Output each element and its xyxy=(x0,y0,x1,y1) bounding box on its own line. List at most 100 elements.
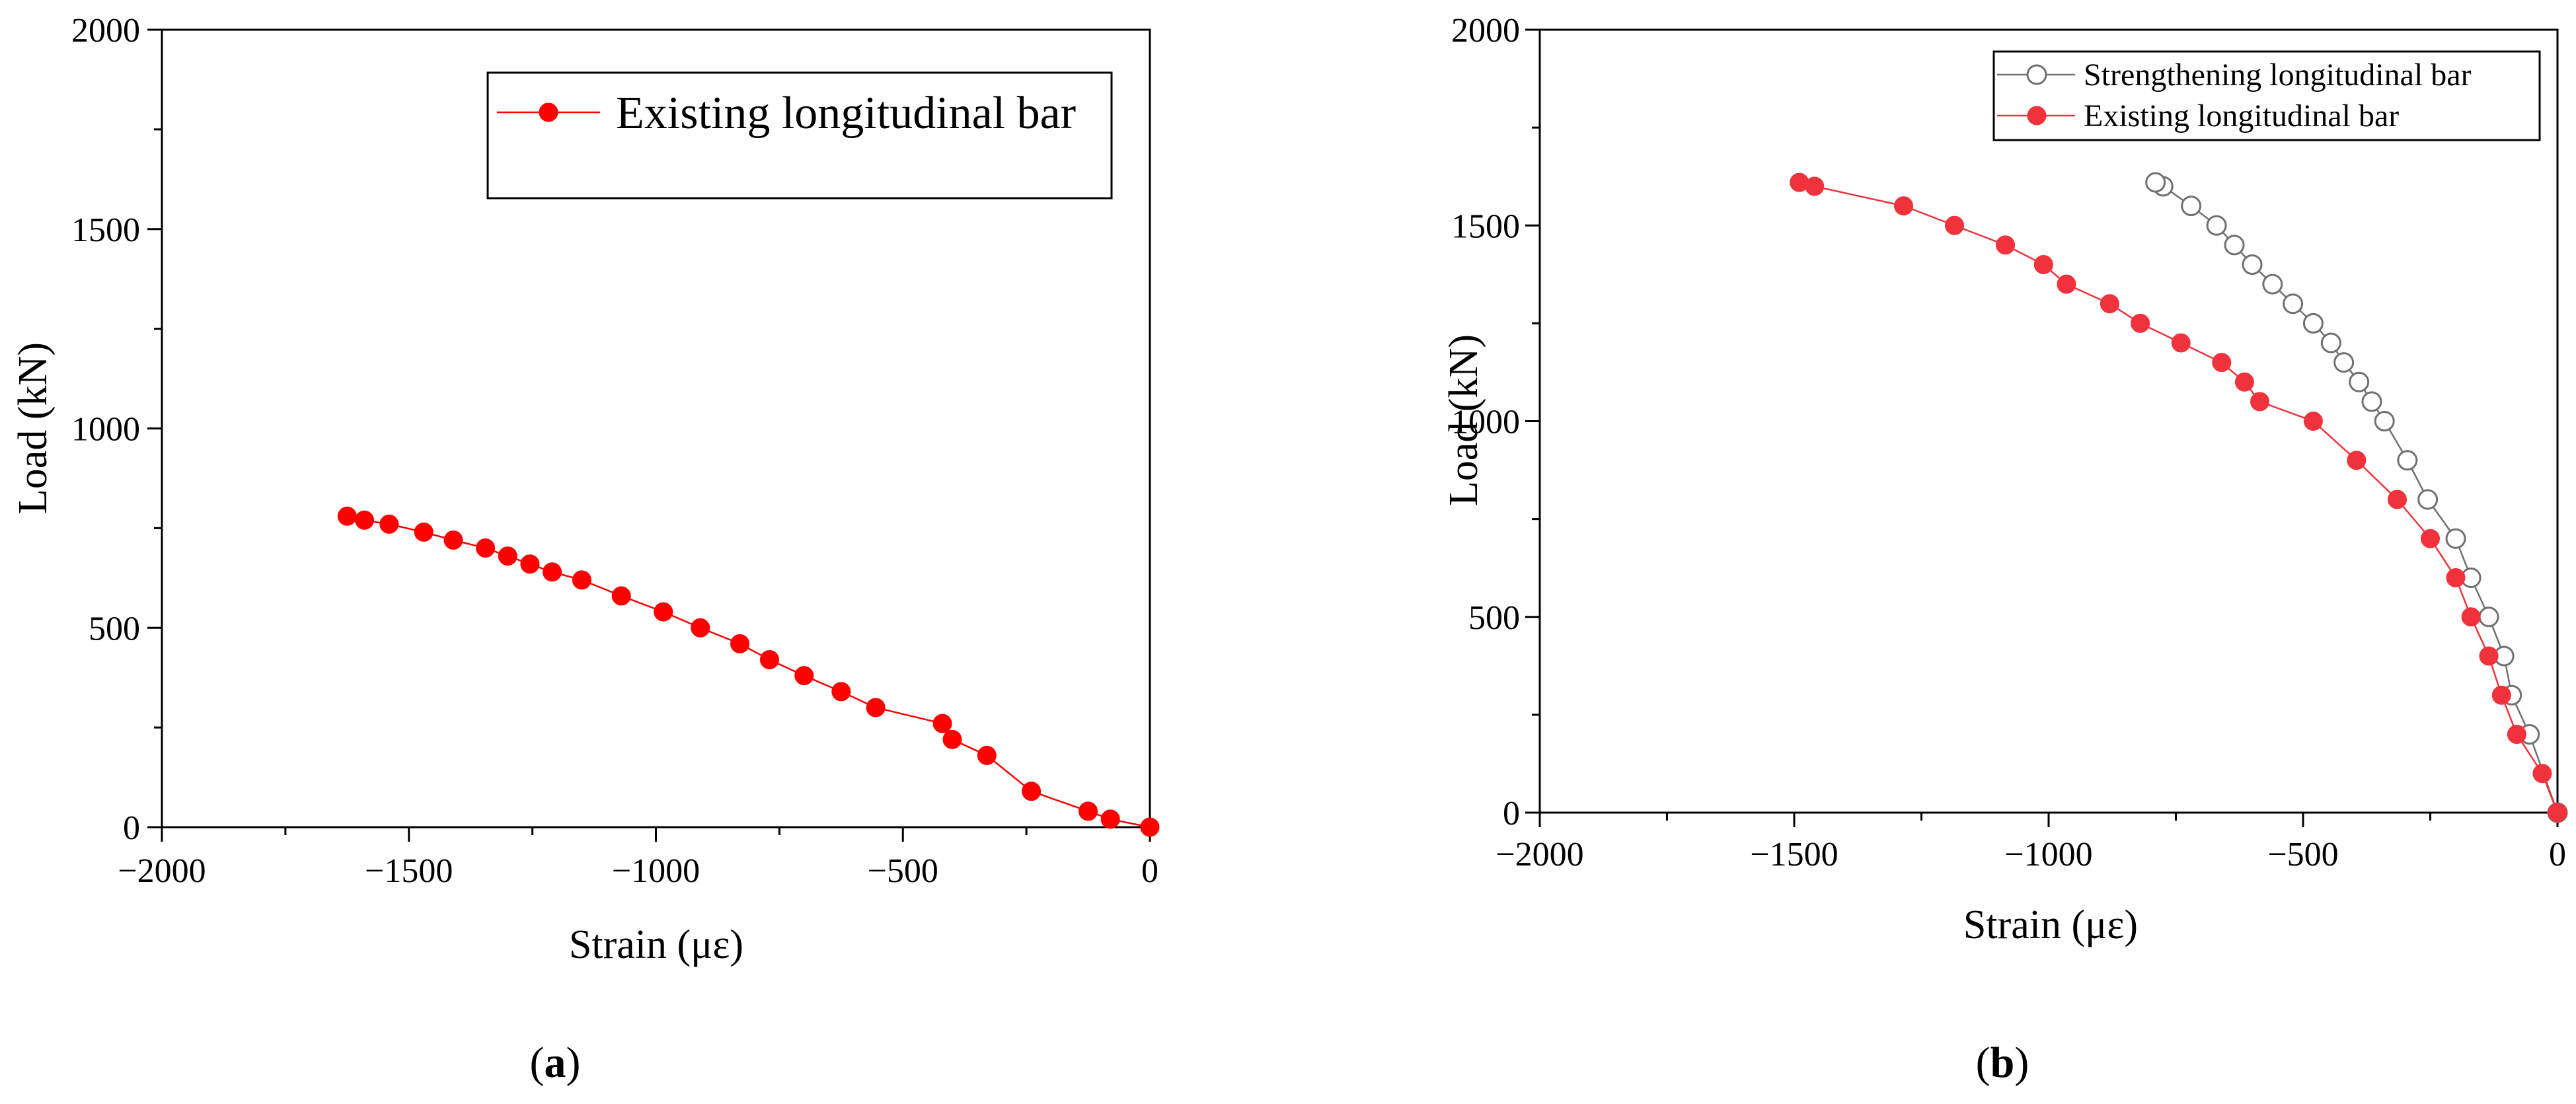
data-point xyxy=(2548,803,2567,823)
panel-letter: b xyxy=(1990,1039,2015,1087)
data-point xyxy=(2387,490,2407,509)
data-point xyxy=(476,538,496,558)
x-tick-label: −500 xyxy=(868,852,938,890)
legend: Existing longitudinal bar xyxy=(486,71,1113,200)
data-point xyxy=(2212,353,2232,373)
data-point xyxy=(2303,412,2323,431)
legend-marker xyxy=(539,102,558,122)
data-point xyxy=(2145,172,2166,193)
y-tick-label: 2000 xyxy=(1451,12,1520,50)
x-tick-label: −1500 xyxy=(365,852,453,890)
data-point xyxy=(414,522,434,542)
data-point xyxy=(2479,646,2499,666)
data-point xyxy=(1140,817,1160,837)
series-2 xyxy=(1790,172,2567,823)
panel-paren: ) xyxy=(566,1039,581,1087)
x-tick-label: −2000 xyxy=(1496,836,1583,873)
chart-panel-a: −2000 −1500 −1000 −500 0 0 500 1000 1500 2000 Stra… xyxy=(11,12,1160,967)
data-point xyxy=(2250,392,2270,412)
data-point xyxy=(866,698,886,718)
data-point xyxy=(2417,489,2439,510)
data-point xyxy=(543,562,562,582)
data-point xyxy=(2206,215,2227,236)
series-1 xyxy=(2145,172,2568,823)
data-point xyxy=(2421,529,2440,548)
legend: Strengthening longitudinal bar Existing l… xyxy=(1992,50,2541,141)
data-point xyxy=(2171,333,2191,353)
data-point xyxy=(2445,528,2466,549)
data-point xyxy=(2478,607,2499,628)
data-point xyxy=(2234,372,2254,392)
legend-label: Strengthening longitudinal bar xyxy=(2084,57,2472,92)
panel-paren: ) xyxy=(2014,1039,2029,1087)
legend-box xyxy=(486,71,1113,200)
data-point xyxy=(1790,172,1809,192)
data-point xyxy=(691,618,710,638)
data-point xyxy=(2461,607,2481,627)
legend-label: Existing longitudinal bar xyxy=(2084,98,2399,133)
x-tick-label: −1000 xyxy=(612,852,700,890)
data-point xyxy=(520,554,540,574)
y-tick-label: 0 xyxy=(1503,795,1520,832)
legend-box xyxy=(1992,50,2541,141)
y-tick-label: 500 xyxy=(89,610,140,647)
y-tick-label: 1500 xyxy=(71,211,140,249)
data-point xyxy=(1996,235,2016,255)
data-point xyxy=(2283,293,2304,314)
data-point xyxy=(379,514,399,534)
series-1 xyxy=(337,506,1160,837)
data-point xyxy=(2262,274,2283,295)
data-point xyxy=(443,530,463,550)
panel-paren: ( xyxy=(1976,1039,1990,1087)
data-point xyxy=(2333,352,2355,373)
panel-label: (b) xyxy=(1976,1039,2029,1087)
data-point xyxy=(2057,274,2076,294)
panel-label: (a) xyxy=(530,1039,581,1087)
x-axis-title: Strain (με) xyxy=(569,922,743,967)
y-axis-title: Load (kN) xyxy=(11,342,56,514)
data-point xyxy=(2131,313,2150,333)
data-point xyxy=(2349,371,2370,392)
x-tick-label: 0 xyxy=(2549,836,2566,873)
y-tick-label: 1000 xyxy=(1451,404,1520,441)
y-tick-label: 1000 xyxy=(71,411,140,449)
data-point xyxy=(2374,411,2395,431)
data-point xyxy=(1945,215,1965,235)
data-point xyxy=(2033,255,2053,274)
data-point xyxy=(2532,764,2552,784)
x-tick-label: −1500 xyxy=(1750,836,1838,873)
data-point xyxy=(831,682,851,702)
data-point xyxy=(1894,196,1914,216)
x-tick-label: −1000 xyxy=(2004,836,2092,873)
data-point xyxy=(932,714,952,733)
data-point xyxy=(942,729,962,749)
x-axis-title: Strain (με) xyxy=(1963,902,2138,947)
data-point xyxy=(354,510,374,530)
panel-paren: ( xyxy=(530,1039,545,1087)
data-point xyxy=(572,570,591,590)
panel-letter: a xyxy=(545,1039,566,1087)
data-point xyxy=(759,650,779,670)
data-point xyxy=(498,546,517,566)
y-tick-label: 0 xyxy=(123,809,140,847)
legend-label: Existing longitudinal bar xyxy=(616,88,1076,139)
data-point xyxy=(2320,332,2341,353)
data-point xyxy=(977,745,997,765)
series-line xyxy=(347,515,1151,828)
data-point xyxy=(2181,196,2202,217)
x-tick-label: −2000 xyxy=(118,852,206,890)
data-point xyxy=(2224,235,2245,256)
x-tick-label: −500 xyxy=(2267,836,2338,873)
data-point xyxy=(654,602,673,622)
data-point xyxy=(2242,254,2263,275)
data-point xyxy=(1022,782,1042,801)
series-line xyxy=(2155,181,2559,813)
data-point xyxy=(1100,809,1120,829)
data-point xyxy=(2347,451,2367,470)
chart-panel-b: −2000 −1500 −1000 −500 0 0 500 1000 1500 2000 Stra… xyxy=(1441,12,2568,947)
data-point xyxy=(2302,313,2324,334)
y-tick-label: 500 xyxy=(1468,599,1520,637)
data-point xyxy=(2100,294,2119,314)
